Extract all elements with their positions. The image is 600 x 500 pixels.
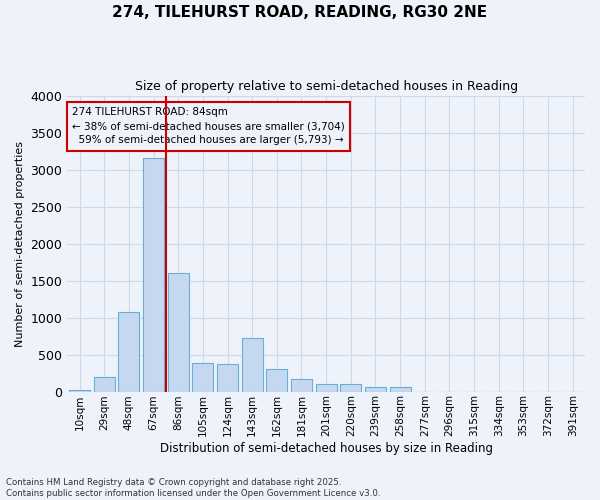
Bar — [69, 390, 90, 392]
Text: 274 TILEHURST ROAD: 84sqm
← 38% of semi-detached houses are smaller (3,704)
  59: 274 TILEHURST ROAD: 84sqm ← 38% of semi-… — [73, 108, 345, 146]
Title: Size of property relative to semi-detached houses in Reading: Size of property relative to semi-detach… — [134, 80, 518, 93]
X-axis label: Distribution of semi-detached houses by size in Reading: Distribution of semi-detached houses by … — [160, 442, 493, 455]
Bar — [94, 376, 115, 392]
Bar — [340, 384, 361, 392]
Bar — [168, 273, 189, 392]
Bar — [118, 312, 139, 392]
Bar — [365, 387, 386, 392]
Y-axis label: Number of semi-detached properties: Number of semi-detached properties — [15, 140, 25, 346]
Text: Contains HM Land Registry data © Crown copyright and database right 2025.
Contai: Contains HM Land Registry data © Crown c… — [6, 478, 380, 498]
Bar — [291, 378, 312, 392]
Bar — [143, 158, 164, 392]
Bar — [242, 338, 263, 392]
Bar — [217, 364, 238, 392]
Bar — [266, 368, 287, 392]
Bar — [389, 388, 410, 392]
Text: 274, TILEHURST ROAD, READING, RG30 2NE: 274, TILEHURST ROAD, READING, RG30 2NE — [112, 5, 488, 20]
Bar — [316, 384, 337, 392]
Bar — [193, 364, 214, 392]
